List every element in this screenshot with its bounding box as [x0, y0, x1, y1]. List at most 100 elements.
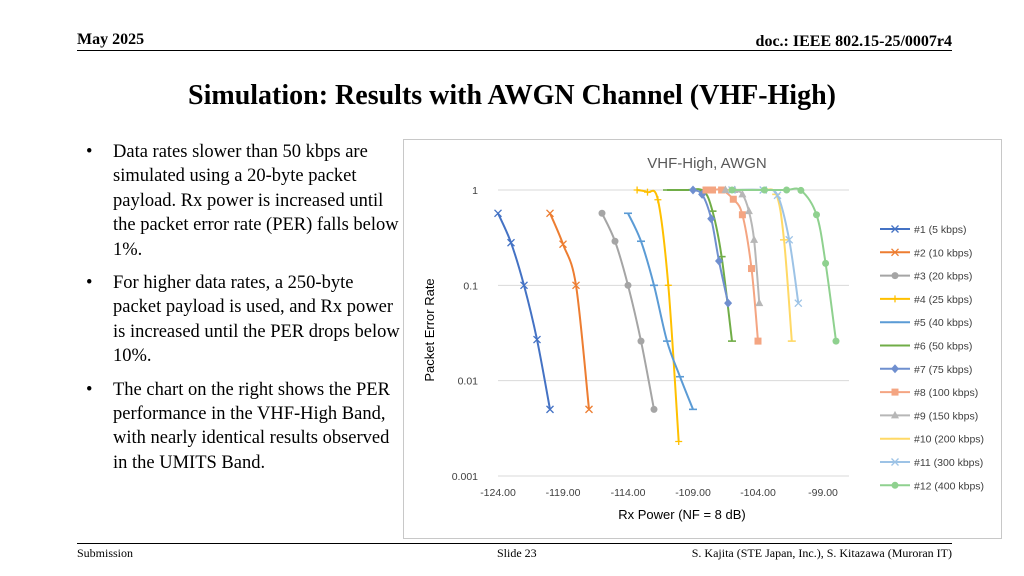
legend-entry: #11 (300 kbps): [880, 457, 983, 469]
data-point-marker: [689, 185, 697, 195]
data-point-marker: [822, 259, 830, 267]
data-point-marker: [738, 189, 747, 198]
data-point-marker: [702, 186, 710, 194]
series-group: [702, 186, 762, 345]
data-point-marker: [891, 388, 899, 396]
bullet-text: The chart on the right shows the PER per…: [113, 379, 390, 473]
x-tick-label: -99.00: [808, 487, 838, 499]
series-group: [598, 209, 658, 413]
series-group: [689, 185, 733, 308]
legend-entry: #2 (10 kbps): [880, 247, 972, 259]
data-point-marker: [572, 281, 580, 290]
y-tick-label: 1: [472, 185, 478, 197]
y-axis-label: Packet Error Rate: [422, 278, 437, 381]
series-group: [494, 209, 554, 414]
series-group: [633, 186, 683, 446]
data-point-marker: [761, 186, 768, 194]
series-line: [497, 212, 551, 410]
data-point-marker: [755, 298, 764, 307]
data-point-marker: [891, 458, 899, 466]
header-doc-id: doc.: IEEE 802.15-25/0007r4: [755, 33, 952, 50]
data-point-marker: [633, 186, 641, 194]
data-point-marker: [891, 364, 899, 374]
data-point-marker: [559, 240, 567, 249]
data-point-marker: [533, 335, 541, 344]
data-point-marker: [729, 195, 737, 203]
data-point-marker: [794, 299, 803, 308]
series-group: [663, 188, 736, 342]
bullet-item: • Data rates slower than 50 kbps are simu…: [80, 140, 400, 262]
data-point-marker: [744, 206, 753, 215]
series-line: [549, 212, 590, 410]
y-tick-label: 0.001: [452, 471, 478, 483]
data-point-marker: [644, 188, 651, 196]
legend-label: #8 (100 kbps): [914, 387, 978, 399]
legend-entry: #1 (5 kbps): [880, 224, 967, 236]
data-point-marker: [750, 235, 759, 243]
data-point-marker: [891, 410, 899, 419]
data-point-marker: [813, 211, 820, 219]
chart-title: VHF-High, AWGN: [647, 155, 766, 172]
data-point-marker: [546, 405, 554, 414]
footer-submission: Submission: [77, 546, 134, 560]
legend-entry: #5 (40 kbps): [880, 317, 972, 329]
legend-label: #1 (5 kbps): [914, 224, 967, 236]
data-point-marker: [728, 186, 736, 194]
legend-entry: #7 (75 kbps): [880, 364, 972, 376]
header-divider: [77, 50, 952, 51]
data-point-marker: [520, 281, 528, 290]
footer-slide-number: Slide 23: [497, 546, 537, 560]
series-group: [546, 209, 593, 414]
data-point-marker: [715, 256, 723, 266]
data-point-marker: [585, 405, 593, 414]
data-point-marker: [654, 196, 662, 204]
data-point-marker: [832, 337, 840, 345]
data-point-marker: [598, 209, 606, 217]
legend-entry: #8 (100 kbps): [880, 387, 978, 399]
legend-entry: #9 (150 kbps): [880, 410, 978, 422]
x-tick-label: -124.00: [480, 487, 516, 499]
legend-label: #2 (10 kbps): [914, 247, 972, 259]
data-point-marker: [494, 209, 502, 218]
data-point-marker: [797, 186, 805, 194]
series-group: [728, 186, 840, 345]
series-group: [728, 188, 796, 342]
x-tick-label: -119.00: [546, 487, 581, 499]
header-date: May 2025: [77, 31, 145, 48]
legend-entry: #6 (50 kbps): [880, 341, 972, 353]
series-group: [721, 185, 764, 307]
per-chart: VHF-High, AWGN 0.001 0.01 0.1 1 -124.00 -119.…: [403, 139, 1002, 539]
data-point-marker: [507, 238, 515, 247]
footer-authors: S. Kajita (STE Japan, Inc.), S. Kitazawa…: [691, 546, 952, 560]
per-chart-svg: VHF-High, AWGN 0.001 0.01 0.1 1 -124.00 -119.…: [422, 155, 984, 522]
legend-label: #11 (300 kbps): [914, 457, 983, 469]
data-point-marker: [738, 211, 746, 219]
slide-title: Simulation: Results with AWGN Channel (V…: [188, 80, 836, 111]
bullet-text: For higher data rates, a 250-byte packet…: [113, 273, 400, 367]
data-point-marker: [707, 214, 716, 224]
bullet-text: Data rates slower than 50 kbps are simul…: [113, 142, 399, 260]
data-point-marker: [675, 438, 683, 446]
data-point-marker: [773, 191, 782, 200]
legend-entry: #12 (400 kbps): [880, 480, 984, 492]
series-line: [666, 188, 733, 342]
legend-label: #7 (75 kbps): [914, 364, 972, 376]
data-point-marker: [748, 265, 755, 273]
legend-entry: #3 (20 kbps): [880, 271, 972, 283]
y-tick-label: 0.1: [463, 280, 478, 292]
data-point-marker: [650, 405, 658, 413]
bullet-dot-icon: •: [86, 142, 93, 162]
bullet-dot-icon: •: [86, 379, 93, 400]
series-group: [624, 212, 697, 411]
data-point-marker: [891, 481, 899, 489]
data-point-marker: [637, 337, 645, 345]
data-point-marker: [624, 281, 632, 289]
legend-label: #9 (150 kbps): [914, 410, 978, 422]
bullet-item: • The chart on the right shows the PER pe…: [80, 378, 400, 476]
data-point-marker: [724, 298, 733, 308]
legend-label: #6 (50 kbps): [914, 341, 972, 353]
x-tick-label: -109.00: [675, 487, 711, 499]
bullet-item: • For higher data rates, a 250-byte packe…: [80, 271, 400, 369]
bullet-list: • Data rates slower than 50 kbps are simu…: [80, 140, 400, 484]
data-point-marker: [891, 272, 899, 280]
